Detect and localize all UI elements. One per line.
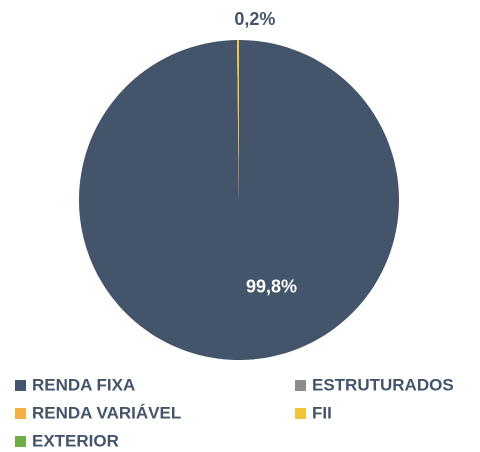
pie-slice	[79, 40, 400, 360]
legend-label: RENDA FIXA	[32, 375, 135, 394]
legend-label: ESTRUTURADOS	[312, 375, 454, 394]
legend-label: EXTERIOR	[32, 431, 119, 450]
legend-swatch	[295, 408, 306, 419]
legend-label: RENDA VARIÁVEL	[32, 403, 181, 422]
data-label: 0,2%	[234, 9, 275, 29]
legend-swatch	[15, 380, 26, 391]
pie-slice	[236, 40, 239, 200]
legend-swatch	[15, 436, 26, 447]
legend-swatch	[295, 380, 306, 391]
legend-swatch	[15, 408, 26, 419]
data-label: 99,8%	[246, 277, 297, 297]
legend-label: FII	[312, 403, 332, 422]
